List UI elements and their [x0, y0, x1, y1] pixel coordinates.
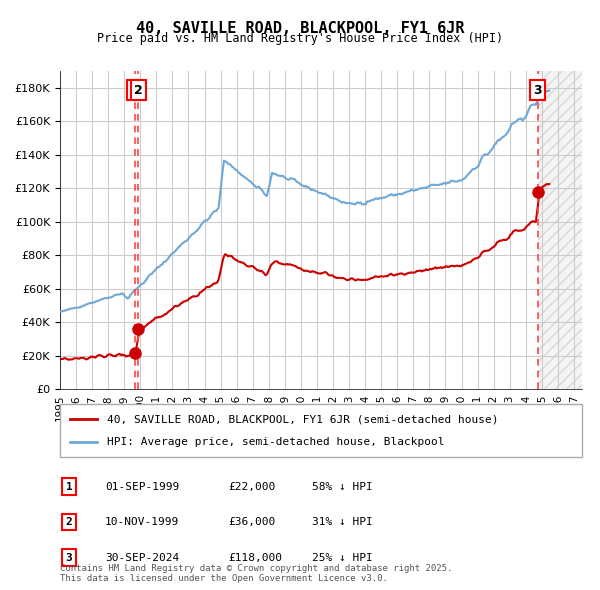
Text: 40, SAVILLE ROAD, BLACKPOOL, FY1 6JR: 40, SAVILLE ROAD, BLACKPOOL, FY1 6JR: [136, 21, 464, 35]
Text: Contains HM Land Registry data © Crown copyright and database right 2025.
This d: Contains HM Land Registry data © Crown c…: [60, 563, 452, 583]
Text: 1: 1: [131, 84, 139, 97]
Text: HPI: Average price, semi-detached house, Blackpool: HPI: Average price, semi-detached house,…: [107, 437, 445, 447]
Bar: [538, 71, 582, 389]
Text: 30-SEP-2024: 30-SEP-2024: [105, 553, 179, 562]
Text: 10-NOV-1999: 10-NOV-1999: [105, 517, 179, 527]
Text: Price paid vs. HM Land Registry's House Price Index (HPI): Price paid vs. HM Land Registry's House …: [97, 32, 503, 45]
Text: 40, SAVILLE ROAD, BLACKPOOL, FY1 6JR (semi-detached house): 40, SAVILLE ROAD, BLACKPOOL, FY1 6JR (se…: [107, 414, 499, 424]
FancyBboxPatch shape: [60, 404, 582, 457]
Text: 31% ↓ HPI: 31% ↓ HPI: [312, 517, 373, 527]
Text: 25% ↓ HPI: 25% ↓ HPI: [312, 553, 373, 562]
Text: 1: 1: [65, 482, 73, 491]
Text: 58% ↓ HPI: 58% ↓ HPI: [312, 482, 373, 491]
Text: £36,000: £36,000: [228, 517, 275, 527]
Text: 3: 3: [65, 553, 73, 562]
Text: 01-SEP-1999: 01-SEP-1999: [105, 482, 179, 491]
Text: 2: 2: [134, 84, 142, 97]
Text: 2: 2: [65, 517, 73, 527]
Text: £22,000: £22,000: [228, 482, 275, 491]
Text: 3: 3: [533, 84, 542, 97]
Text: £118,000: £118,000: [228, 553, 282, 562]
